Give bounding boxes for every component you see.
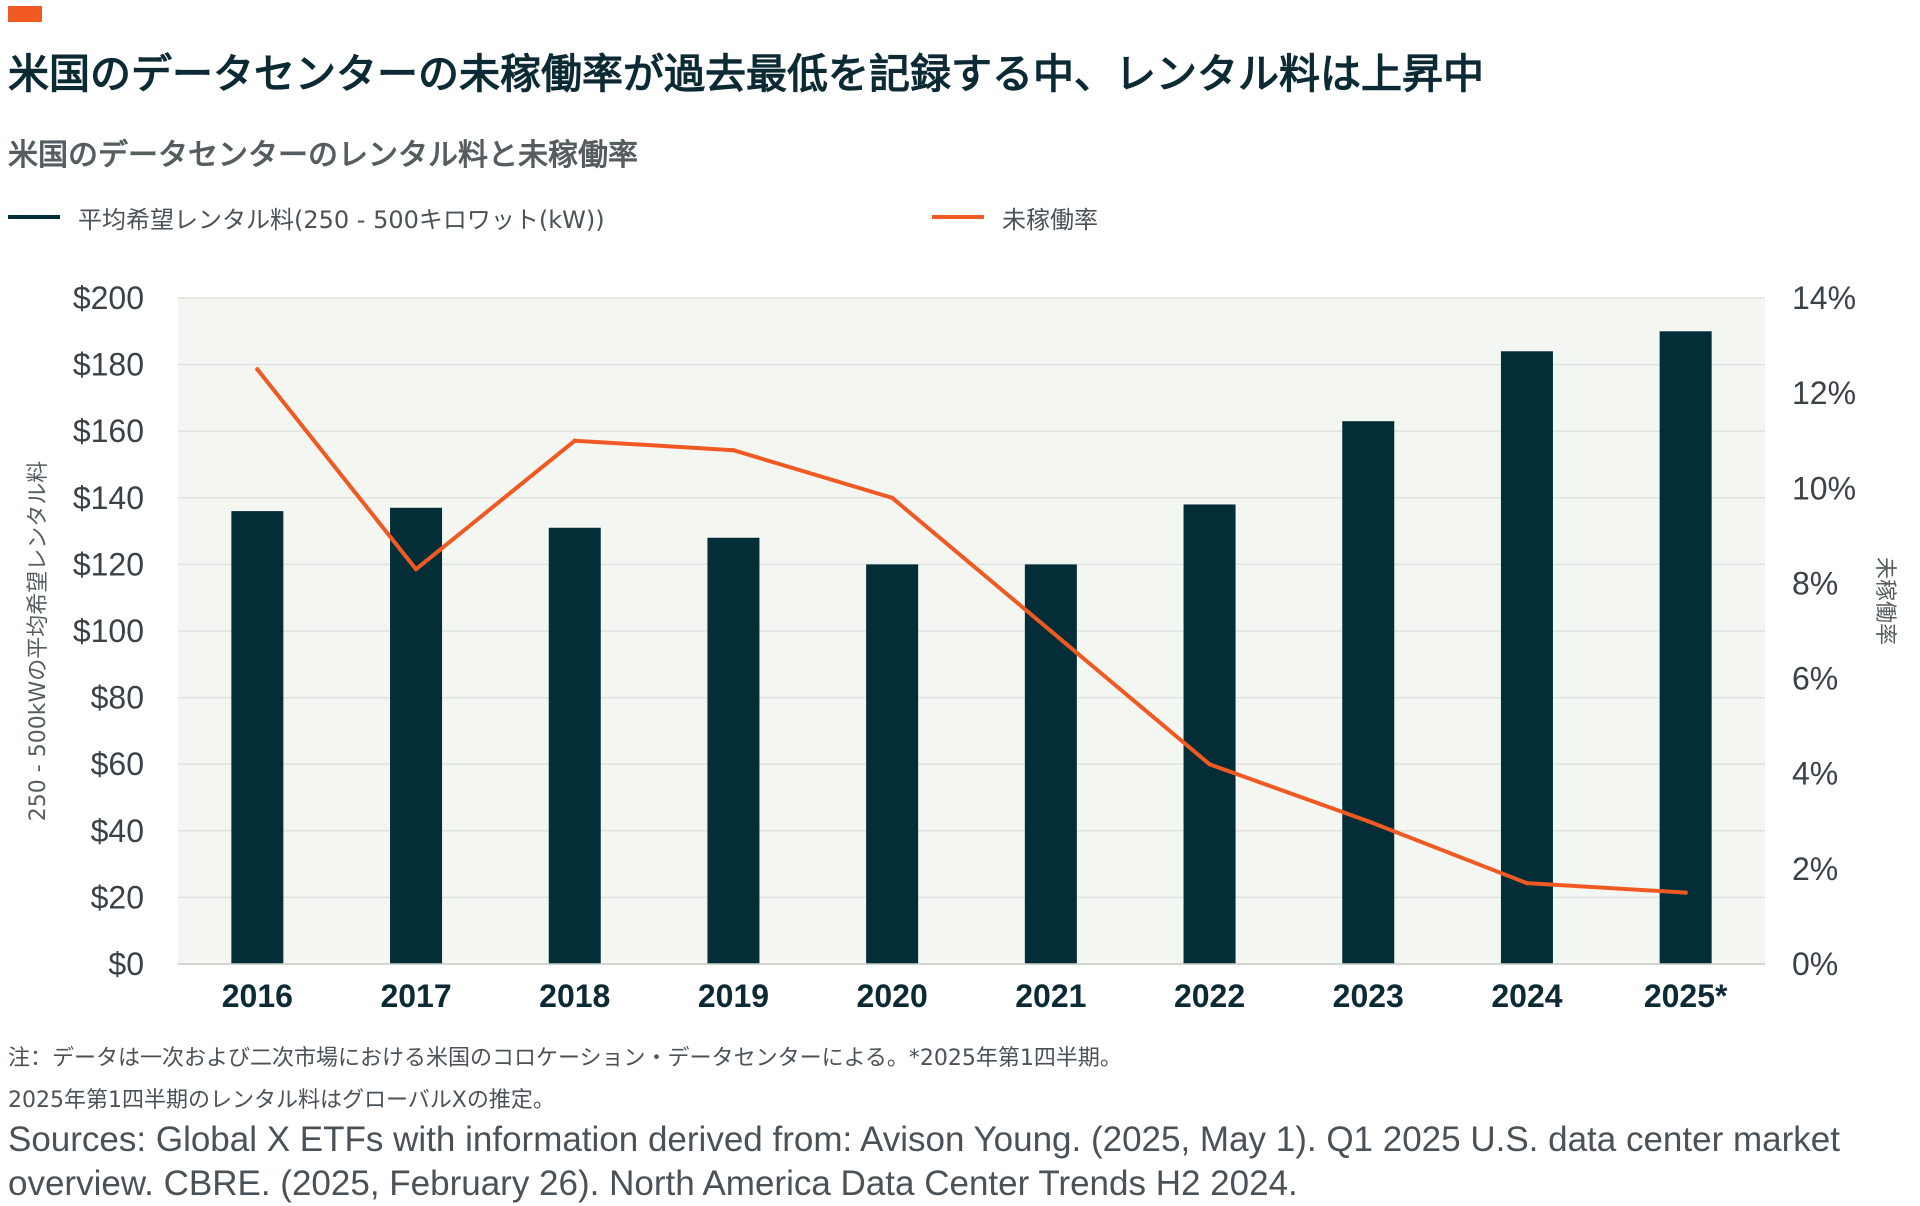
y-right-tick-label: 2% bbox=[1792, 851, 1838, 887]
y-left-tick-label: $40 bbox=[91, 813, 144, 849]
vacancy-point-2025 bbox=[1683, 890, 1688, 895]
y-left-tick-label: $60 bbox=[91, 746, 144, 782]
x-tick-label: 2021 bbox=[1015, 978, 1086, 1010]
legend-label-rent: 平均希望レンタル料(250 - 500キロワット(kW)) bbox=[78, 205, 605, 234]
y-right-tick-label: 12% bbox=[1792, 375, 1856, 411]
footnote-1: 注：データは一次および二次市場における米国のコロケーション・データセンターによる… bbox=[8, 1046, 1122, 1071]
vacancy-line bbox=[255, 367, 1688, 895]
bar-2021 bbox=[1024, 564, 1077, 964]
y-left-tick-label: $80 bbox=[91, 680, 144, 716]
vacancy-point-2020 bbox=[889, 495, 895, 500]
x-tick-label: 2024 bbox=[1491, 978, 1562, 1010]
bar-2025 bbox=[1659, 331, 1712, 964]
bar-2019 bbox=[707, 537, 760, 964]
y-left-tick-label: $160 bbox=[73, 413, 144, 449]
y-right-tick-label: 10% bbox=[1792, 470, 1856, 506]
y-left-tick-label: $200 bbox=[73, 280, 144, 316]
y-right-tick-label: 8% bbox=[1792, 565, 1838, 601]
bar-2018 bbox=[548, 527, 601, 964]
x-tick-label: 2022 bbox=[1174, 978, 1245, 1010]
sources-text: Sources: Global X ETFs with information … bbox=[8, 1120, 1840, 1203]
accent-bar bbox=[8, 6, 42, 22]
y-left-tick-label: $20 bbox=[91, 879, 144, 915]
y-left-tick-label: $100 bbox=[73, 613, 144, 649]
bar-2016 bbox=[231, 511, 284, 964]
vacancy-point-2022 bbox=[1207, 762, 1212, 767]
y-left-tick-label: $180 bbox=[73, 347, 144, 383]
x-tick-label: 2020 bbox=[857, 978, 928, 1010]
vacancy-point-2019 bbox=[731, 448, 736, 453]
footnote-2: 2025年第1四半期のレンタル料はグローバルXの推定。 bbox=[8, 1088, 555, 1113]
vacancy-point-2021 bbox=[1048, 628, 1054, 634]
combo-chart: $0 $20 $40 $60 $80 $100 $120 $140 $160 $180 $200 0%… bbox=[26, 280, 1897, 1010]
legend-item-rent: 平均希望レンタル料(250 - 500キロワット(kW)) bbox=[8, 200, 605, 234]
bar-2022 bbox=[1183, 504, 1236, 964]
y-right-tick-label: 14% bbox=[1792, 280, 1856, 316]
legend-swatch-bar bbox=[8, 215, 60, 219]
y-right-tick-label: 6% bbox=[1792, 661, 1838, 697]
chart-title: 米国のデータセンターの未稼働率が過去最低を記録する中、レンタル料は上昇中 bbox=[8, 50, 1484, 98]
y-right-tick-label: 4% bbox=[1792, 756, 1838, 792]
y-left-tick-label: $140 bbox=[73, 480, 144, 516]
bar-2023 bbox=[1342, 421, 1395, 964]
legend-swatch-line bbox=[932, 215, 984, 219]
x-tick-label: 2017 bbox=[380, 978, 451, 1010]
x-tick-label: 2018 bbox=[539, 978, 610, 1010]
x-tick-label: 2025* bbox=[1644, 978, 1728, 1010]
vacancy-point-2016 bbox=[255, 367, 260, 372]
vacancy-point-2018 bbox=[572, 438, 577, 443]
y-right-axis-label: 未稼働率 bbox=[1872, 557, 1897, 645]
y-left-tick-label: $0 bbox=[108, 946, 144, 982]
vacancy-point-2024 bbox=[1524, 880, 1530, 886]
bar-2017 bbox=[390, 507, 443, 964]
bar-2024 bbox=[1500, 351, 1553, 964]
legend-label-vacancy: 未稼働率 bbox=[1002, 205, 1098, 234]
vacancy-point-2023 bbox=[1366, 819, 1371, 824]
x-tick-label: 2016 bbox=[222, 978, 293, 1010]
y-left-tick-label: $120 bbox=[73, 546, 144, 582]
bar-2020 bbox=[866, 564, 919, 964]
chart-subtitle: 米国のデータセンターのレンタル料と未稼働率 bbox=[8, 138, 638, 173]
y-right-tick-label: 0% bbox=[1792, 946, 1838, 982]
vacancy-point-2017 bbox=[413, 566, 419, 572]
x-tick-label: 2023 bbox=[1333, 978, 1404, 1010]
legend-item-vacancy: 未稼働率 bbox=[932, 200, 1098, 234]
x-tick-label: 2019 bbox=[698, 978, 769, 1010]
y-left-axis-label: 250 - 500kWの平均希望レンタル料 bbox=[26, 461, 51, 821]
